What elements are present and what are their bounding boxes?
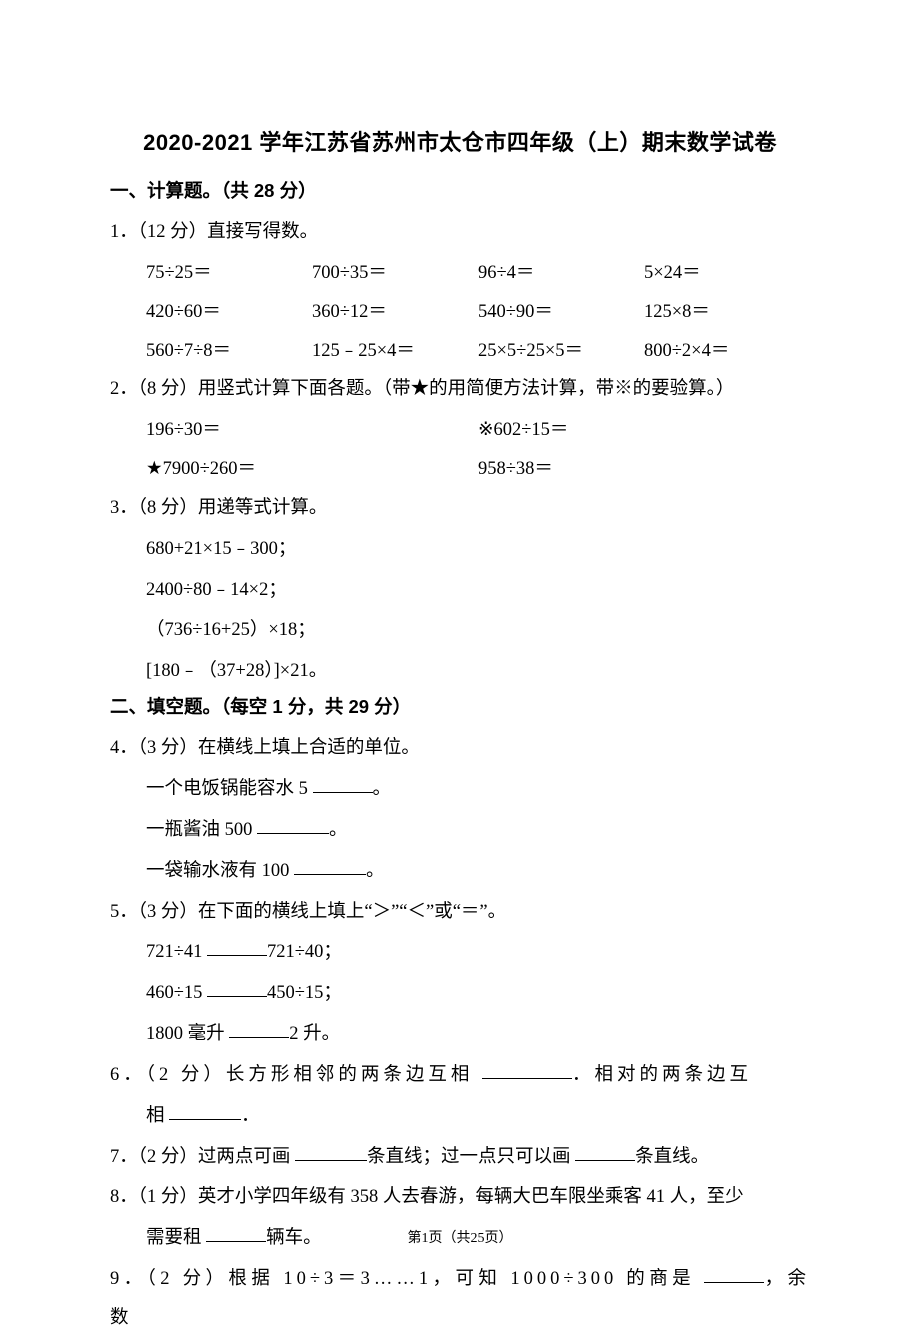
fill-blank[interactable] — [575, 1141, 635, 1161]
q2-table: 196÷30＝ ※602÷15＝ ★7900÷260＝ 958÷38＝ — [146, 411, 810, 489]
footer-page-num: 1 — [422, 1231, 429, 1246]
q1-cell: 360÷12＝ — [312, 293, 478, 332]
q6-line1: 6．（2 分）长方形相邻的两条边互相 ．相对的两条边互 — [110, 1056, 810, 1095]
q9-text: 9．（2 分）根据 10÷3＝3……1，可知 1000÷300 的商是 — [110, 1269, 704, 1289]
q5-line: 1800 毫升 2 升。 — [146, 1015, 810, 1054]
question-3: 3．（8 分）用递等式计算。 680+21×15﹣300； 2400÷80﹣14… — [110, 489, 810, 691]
fill-blank[interactable] — [257, 814, 329, 834]
q1-table: 75÷25＝ 700÷35＝ 96÷4＝ 5×24＝ 420÷60＝ 360÷1… — [146, 254, 810, 371]
page: 2020-2021 学年江苏省苏州市太仓市四年级（上）期末数学试卷 一、计算题。… — [0, 0, 920, 1302]
q4-stem: 4．（3 分）在横线上填上合适的单位。 — [110, 729, 810, 768]
q6-text: 6．（2 分）长方形相邻的两条边互相 — [110, 1065, 482, 1085]
fill-blank[interactable] — [295, 1141, 367, 1161]
q2-cell: ※602÷15＝ — [478, 411, 810, 450]
q3-stem: 3．（8 分）用递等式计算。 — [110, 489, 810, 528]
footer-text: 页） — [485, 1231, 513, 1246]
question-6: 6．（2 分）长方形相邻的两条边互相 ．相对的两条边互 相 ． — [110, 1056, 810, 1136]
footer-text: 页（共 — [429, 1231, 471, 1246]
question-9: 9．（2 分）根据 10÷3＝3……1，可知 1000÷300 的商是 ，余数 — [110, 1260, 810, 1338]
footer-total: 25 — [471, 1231, 485, 1246]
q5-stem: 5．（3 分）在下面的横线上填上“＞”“＜”或“＝”。 — [110, 893, 810, 932]
q5-text: 1800 毫升 — [146, 1024, 229, 1044]
q4-text: 。 — [329, 820, 348, 840]
q4-line: 一袋输水液有 100 。 — [146, 852, 810, 891]
q1-cell: 800÷2×4＝ — [644, 332, 810, 371]
section-2-heading: 二、填空题。（每空 1 分，共 29 分） — [110, 693, 810, 719]
exam-title: 2020-2021 学年江苏省苏州市太仓市四年级（上）期末数学试卷 — [110, 125, 810, 157]
question-4: 4．（3 分）在横线上填上合适的单位。 一个电饭锅能容水 5 。 一瓶酱油 50… — [110, 729, 810, 890]
q5-text: 450÷15； — [267, 983, 342, 1003]
q1-cell: 700÷35＝ — [312, 254, 478, 293]
q2-cell: 958÷38＝ — [478, 450, 810, 489]
q1-cell: 75÷25＝ — [146, 254, 312, 293]
q1-cell: 25×5÷25×5＝ — [478, 332, 644, 371]
q1-cell: 5×24＝ — [644, 254, 810, 293]
question-7: 7．（2 分）过两点可画 条直线；过一点只可以画 条直线。 — [110, 1138, 810, 1177]
q5-line: 460÷15 450÷15； — [146, 974, 810, 1013]
q5-text: 2 升。 — [289, 1024, 340, 1044]
section-1-heading: 一、计算题。（共 28 分） — [110, 177, 810, 203]
q1-cell: 96÷4＝ — [478, 254, 644, 293]
q6-text: 相 — [146, 1106, 169, 1126]
q4-text: 。 — [366, 861, 385, 881]
q4-text: 。 — [373, 779, 392, 799]
q4-line: 一瓶酱油 500 。 — [146, 811, 810, 850]
q1-cell: 125﹣25×4＝ — [312, 332, 478, 371]
q1-stem: 1．（12 分）直接写得数。 — [110, 213, 810, 252]
q7-text: 条直线；过一点只可以画 — [367, 1147, 575, 1167]
q5-line: 721÷41 721÷40； — [146, 933, 810, 972]
q1-cell: 420÷60＝ — [146, 293, 312, 332]
q6-text: ．相对的两条边互 — [572, 1065, 752, 1085]
fill-blank[interactable] — [229, 1019, 289, 1039]
q5-text: 721÷41 — [146, 942, 207, 962]
q4-line: 一个电饭锅能容水 5 。 — [146, 770, 810, 809]
q5-text: 721÷40； — [267, 942, 342, 962]
q3-line: [180﹣（37+28）]×21。 — [146, 652, 810, 691]
q1-cell: 540÷90＝ — [478, 293, 644, 332]
q9-line: 9．（2 分）根据 10÷3＝3……1，可知 1000÷300 的商是 ，余数 — [110, 1260, 810, 1338]
q1-cell: 560÷7÷8＝ — [146, 332, 312, 371]
q3-line: （736÷16+25）×18； — [146, 611, 810, 650]
q7-line: 7．（2 分）过两点可画 条直线；过一点只可以画 条直线。 — [110, 1138, 810, 1177]
q4-text: 一瓶酱油 500 — [146, 820, 257, 840]
q4-text: 一袋输水液有 100 — [146, 861, 294, 881]
q6-text: ． — [241, 1106, 260, 1126]
q8-line1: 8．（1 分）英才小学四年级有 358 人去春游，每辆大巴车限坐乘客 41 人，… — [110, 1178, 810, 1217]
q3-line: 2400÷80﹣14×2； — [146, 571, 810, 610]
q7-text: 条直线。 — [635, 1147, 709, 1167]
page-footer: 第1页（共25页） — [0, 1227, 920, 1247]
q7-text: 7．（2 分）过两点可画 — [110, 1147, 295, 1167]
q6-line2: 相 ． — [110, 1097, 810, 1136]
q1-cell: 125×8＝ — [644, 293, 810, 332]
question-2: 2．（8 分）用竖式计算下面各题。（带★的用简便方法计算，带※的要验算。） 19… — [110, 370, 810, 489]
q2-stem: 2．（8 分）用竖式计算下面各题。（带★的用简便方法计算，带※的要验算。） — [110, 370, 810, 409]
q4-text: 一个电饭锅能容水 5 — [146, 779, 313, 799]
question-5: 5．（3 分）在下面的横线上填上“＞”“＜”或“＝”。 721÷41 721÷4… — [110, 893, 810, 1054]
fill-blank[interactable] — [704, 1264, 764, 1284]
footer-text: 第 — [408, 1231, 422, 1246]
fill-blank[interactable] — [482, 1059, 572, 1079]
q2-cell: 196÷30＝ — [146, 411, 478, 450]
fill-blank[interactable] — [207, 937, 267, 957]
q5-text: 460÷15 — [146, 983, 207, 1003]
question-1: 1．（12 分）直接写得数。 75÷25＝ 700÷35＝ 96÷4＝ 5×24… — [110, 213, 810, 370]
fill-blank[interactable] — [294, 855, 366, 875]
fill-blank[interactable] — [207, 978, 267, 998]
q2-cell: ★7900÷260＝ — [146, 450, 478, 489]
q3-line: 680+21×15﹣300； — [146, 530, 810, 569]
fill-blank[interactable] — [313, 774, 373, 794]
fill-blank[interactable] — [169, 1100, 241, 1120]
